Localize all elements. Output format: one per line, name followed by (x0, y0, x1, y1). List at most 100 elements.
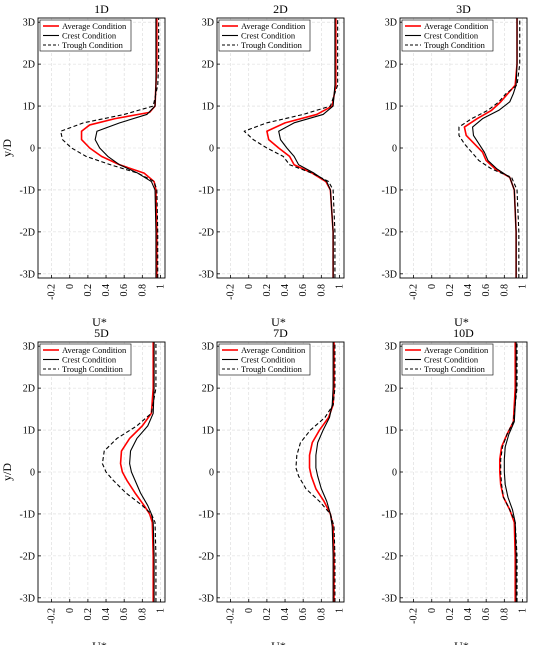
x-tick-label: 0.8 (137, 284, 148, 297)
x-tick-label: 0.2 (445, 284, 456, 297)
x-tick-label: -0.2 (409, 284, 420, 300)
y-tick-label: 2D (385, 384, 397, 395)
y-tick-label: -2D (19, 227, 35, 238)
y-tick-label: -1D (381, 509, 397, 520)
x-tick-label: 0.4 (280, 608, 291, 621)
legend-entry-label: Trough Condition (424, 40, 486, 50)
legend-entry-label: Trough Condition (424, 364, 486, 374)
x-tick-label: 1 (334, 608, 345, 613)
y-tick-label: 3D (385, 342, 397, 353)
x-tick-label: 1 (517, 284, 528, 289)
series-line-trough-condition (243, 18, 339, 278)
legend-entry-label: Average Condition (241, 345, 306, 355)
y-tick-label: -3D (198, 593, 214, 604)
chart-panel-2: 2D -0.2 0 0.2 0.4 0.6 0.8 1 -3D -2D -1D 0 1D 2D 3D U* Av… (198, 2, 345, 329)
y-tick-label: 3D (385, 18, 397, 29)
y-axis-label: y/D (0, 139, 14, 157)
y-tick-label: -2D (19, 551, 35, 562)
x-tick-label: -0.2 (226, 284, 237, 300)
y-tick-label: -1D (19, 185, 35, 196)
y-tick-label: 0 (30, 468, 35, 479)
y-tick-label: 3D (202, 18, 214, 29)
y-tick-label: 2D (23, 60, 35, 71)
chart-panel-3: 3D -0.2 0 0.2 0.4 0.6 0.8 1 -3D -2D -1D 0 1D 2D 3D U* Av… (381, 2, 528, 329)
series-line-trough-condition (458, 18, 521, 278)
y-tick-label: 2D (202, 60, 214, 71)
legend-entry-label: Average Condition (241, 21, 306, 31)
y-tick-label: 0 (392, 468, 397, 479)
x-tick-label: -0.2 (409, 608, 420, 624)
y-tick-label: -1D (381, 185, 397, 196)
series-line-crest-condition (129, 342, 155, 602)
panel-title: 7D (273, 326, 288, 340)
legend-entry-label: Crest Condition (62, 31, 117, 41)
x-tick-label: -0.2 (226, 608, 237, 624)
x-tick-label: 0 (244, 608, 255, 613)
panel-title: 1D (94, 2, 109, 16)
x-tick-label: 0.8 (499, 284, 510, 297)
y-tick-label: 1D (23, 426, 35, 437)
y-tick-label: -3D (381, 269, 397, 280)
x-tick-label: 0.4 (463, 608, 474, 621)
x-tick-label: 0.6 (119, 284, 130, 297)
x-tick-label: 0.2 (83, 608, 94, 621)
y-tick-label: 0 (209, 144, 214, 155)
series-line-trough-condition (101, 342, 157, 602)
x-axis-label: U* (271, 639, 286, 645)
y-tick-label: 1D (202, 102, 214, 113)
x-tick-label: 1 (334, 284, 345, 289)
x-tick-label: 0.8 (137, 608, 148, 621)
panel-title: 2D (273, 2, 288, 16)
series-line-crest-condition (278, 18, 336, 278)
x-tick-label: 0.2 (445, 608, 456, 621)
x-tick-label: 0.4 (101, 608, 112, 621)
x-tick-label: 0.6 (481, 284, 492, 297)
y-tick-label: -2D (198, 551, 214, 562)
y-tick-label: 0 (30, 144, 35, 155)
series-line-trough-condition (295, 342, 336, 602)
y-tick-label: 1D (23, 102, 35, 113)
y-tick-label: 2D (202, 384, 214, 395)
series-line-trough-condition (60, 18, 160, 278)
y-tick-label: -3D (19, 593, 35, 604)
legend-entry-label: Crest Condition (241, 31, 296, 41)
x-axis-label: U* (92, 639, 107, 645)
y-tick-label: 0 (209, 468, 214, 479)
legend-entry-label: Crest Condition (62, 355, 117, 365)
y-tick-label: -1D (198, 509, 214, 520)
x-tick-label: 0 (65, 284, 76, 289)
x-tick-label: 1 (517, 608, 528, 613)
x-axis-label: U* (454, 639, 469, 645)
y-tick-label: -1D (198, 185, 214, 196)
y-tick-label: 1D (385, 426, 397, 437)
x-tick-label: 0.6 (119, 608, 130, 621)
y-axis-label: y/D (0, 463, 14, 481)
y-tick-label: 3D (202, 342, 214, 353)
legend-entry-label: Crest Condition (241, 355, 296, 365)
legend-entry-label: Trough Condition (62, 40, 124, 50)
x-tick-label: 0 (65, 608, 76, 613)
x-axis-label: U* (92, 315, 107, 329)
x-tick-label: 0.2 (83, 284, 94, 297)
x-tick-label: 0 (427, 608, 438, 613)
chart-panel-6: 10D -0.2 0 0.2 0.4 0.6 0.8 1 -3D -2D -1D 0 1D 2D 3D U* A… (381, 326, 528, 645)
y-tick-label: -2D (381, 227, 397, 238)
series-line-average-condition (119, 342, 155, 602)
x-tick-label: 0.4 (280, 284, 291, 297)
y-tick-label: 1D (202, 426, 214, 437)
x-tick-label: 0.2 (262, 284, 273, 297)
legend-entry-label: Average Condition (62, 21, 127, 31)
panel-title: 3D (456, 2, 471, 16)
y-tick-label: 0 (392, 144, 397, 155)
legend-entry-label: Crest Condition (424, 355, 479, 365)
legend-entry-label: Average Condition (62, 345, 127, 355)
panel-title: 5D (94, 326, 109, 340)
y-tick-label: -2D (381, 551, 397, 562)
x-tick-label: -0.2 (47, 608, 58, 624)
y-tick-label: -3D (19, 269, 35, 280)
